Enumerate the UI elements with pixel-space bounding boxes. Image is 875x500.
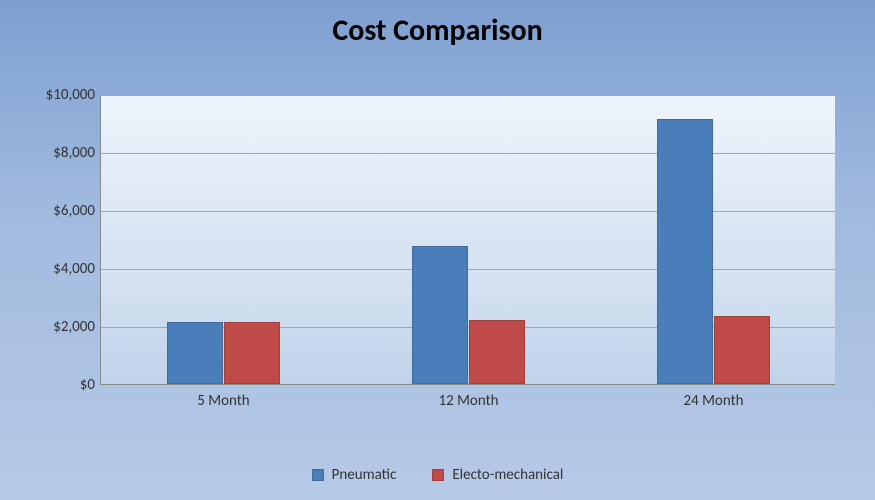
xtick-label: 12 Month xyxy=(439,384,499,410)
bar xyxy=(167,322,223,384)
gridline xyxy=(101,95,835,96)
bar xyxy=(412,246,468,384)
xtick-label: 5 Month xyxy=(197,384,249,410)
gridline xyxy=(101,153,835,154)
legend-swatch xyxy=(312,469,324,481)
chart-container: Cost Comparison $0$2,000$4,000$6,000$8,0… xyxy=(0,0,875,500)
gridline xyxy=(101,211,835,212)
bar xyxy=(714,316,770,384)
legend-item: Electo-mechanical xyxy=(432,466,563,484)
ytick-label: $10,000 xyxy=(46,86,101,104)
bar xyxy=(657,119,713,384)
ytick-label: $0 xyxy=(80,376,101,394)
bar xyxy=(224,322,280,384)
chart-title: Cost Comparison xyxy=(0,12,875,49)
ytick-label: $8,000 xyxy=(53,144,101,162)
legend-item: Pneumatic xyxy=(312,466,397,484)
plot-area: $0$2,000$4,000$6,000$8,000$10,0005 Month… xyxy=(100,95,835,385)
bar xyxy=(469,320,525,384)
xtick-label: 24 Month xyxy=(684,384,744,410)
ytick-label: $6,000 xyxy=(53,202,101,220)
legend-swatch xyxy=(432,469,444,481)
legend-label: Pneumatic xyxy=(332,466,397,484)
legend-label: Electo-mechanical xyxy=(452,466,563,484)
legend: Pneumatic Electo-mechanical xyxy=(0,466,875,486)
ytick-label: $4,000 xyxy=(53,260,101,278)
ytick-label: $2,000 xyxy=(53,318,101,336)
